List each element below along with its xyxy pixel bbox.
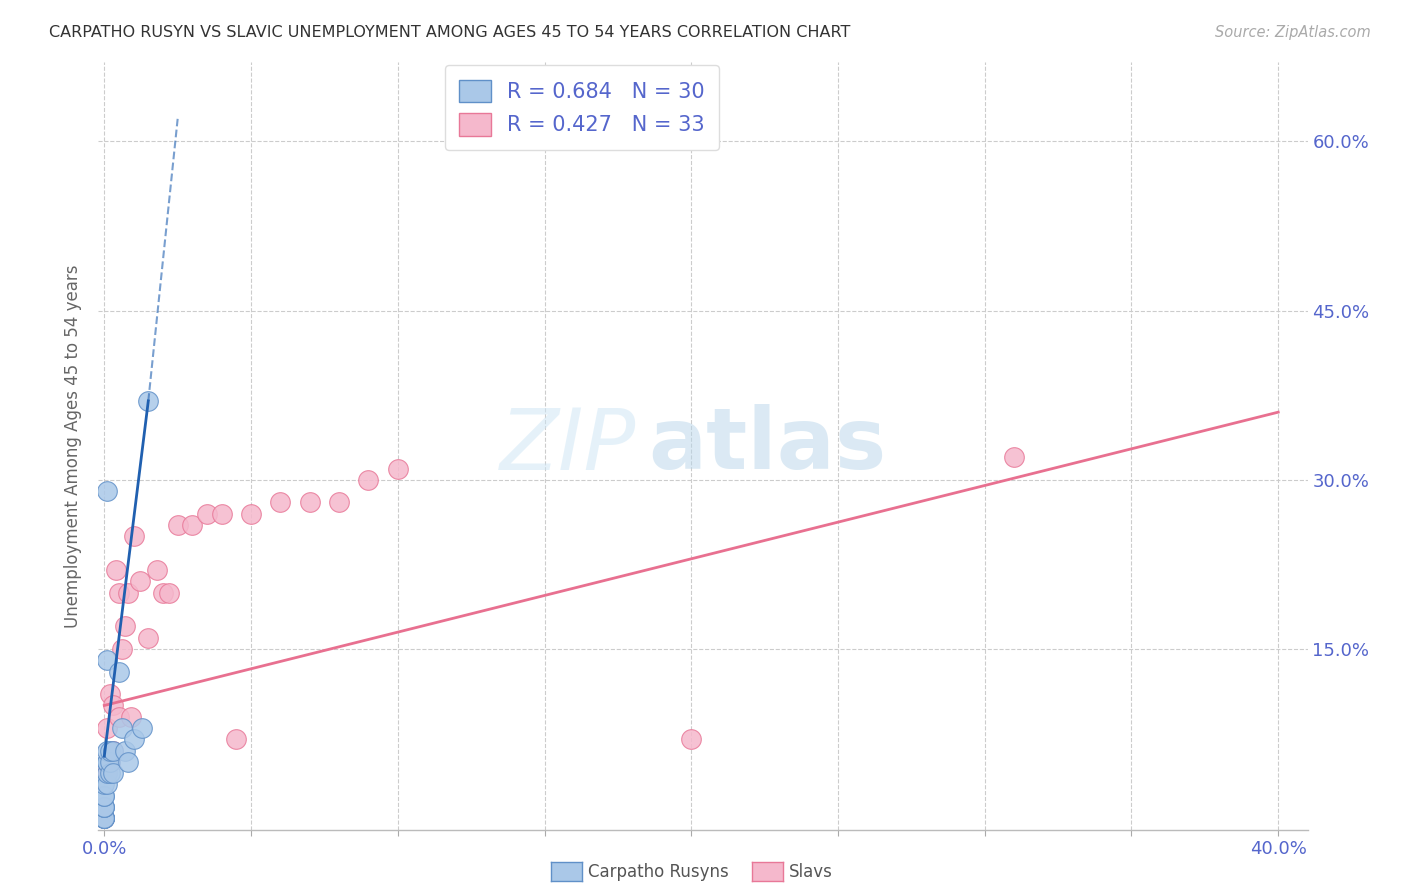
Point	[136, 393, 159, 408]
Point	[122, 732, 145, 747]
Point	[93, 811, 115, 825]
Point	[298, 495, 321, 509]
Point	[117, 755, 139, 769]
Point	[96, 721, 118, 735]
Point	[166, 518, 188, 533]
Text: ZIP: ZIP	[501, 404, 637, 488]
Point	[93, 789, 115, 803]
Point	[93, 811, 115, 825]
Point	[98, 743, 121, 757]
Text: Source: ZipAtlas.com: Source: ZipAtlas.com	[1215, 25, 1371, 40]
Point	[96, 755, 118, 769]
Point	[96, 755, 118, 769]
Point	[96, 653, 118, 667]
Point	[387, 461, 409, 475]
Legend: R = 0.684   N = 30, R = 0.427   N = 33: R = 0.684 N = 30, R = 0.427 N = 33	[444, 65, 720, 150]
Point	[93, 811, 115, 825]
Point	[93, 800, 115, 814]
Point	[96, 484, 118, 499]
Point	[114, 743, 136, 757]
Point	[131, 721, 153, 735]
Point	[96, 743, 118, 757]
Point	[101, 698, 124, 713]
Point	[96, 777, 118, 791]
Point	[98, 755, 121, 769]
Point	[122, 529, 145, 543]
Point	[101, 743, 124, 757]
Point	[108, 710, 131, 724]
Point	[357, 473, 380, 487]
Text: Slavs: Slavs	[789, 863, 832, 881]
Point	[1002, 450, 1025, 465]
Point	[98, 766, 121, 780]
Point	[93, 811, 115, 825]
Point	[96, 766, 118, 780]
Point	[108, 585, 131, 599]
Point	[152, 585, 174, 599]
Point	[111, 642, 134, 657]
Point	[117, 585, 139, 599]
Point	[328, 495, 350, 509]
Point	[195, 507, 218, 521]
Point	[98, 687, 121, 701]
Point	[269, 495, 291, 509]
Point	[96, 766, 118, 780]
Point	[146, 563, 169, 577]
Point	[93, 811, 115, 825]
Point	[93, 800, 115, 814]
Point	[93, 777, 115, 791]
Point	[181, 518, 204, 533]
Point	[128, 574, 150, 589]
Point	[681, 732, 703, 747]
Point	[136, 631, 159, 645]
Point	[101, 766, 124, 780]
Point	[211, 507, 233, 521]
Point	[93, 789, 115, 803]
Point	[114, 619, 136, 633]
Text: atlas: atlas	[648, 404, 887, 488]
Point	[111, 721, 134, 735]
Point	[101, 743, 124, 757]
Text: CARPATHO RUSYN VS SLAVIC UNEMPLOYMENT AMONG AGES 45 TO 54 YEARS CORRELATION CHAR: CARPATHO RUSYN VS SLAVIC UNEMPLOYMENT AM…	[49, 25, 851, 40]
Point	[98, 755, 121, 769]
Point	[240, 507, 263, 521]
Point	[225, 732, 247, 747]
Point	[120, 710, 142, 724]
Point	[105, 563, 128, 577]
Point	[108, 665, 131, 679]
Point	[93, 811, 115, 825]
Point	[157, 585, 180, 599]
Point	[93, 800, 115, 814]
Y-axis label: Unemployment Among Ages 45 to 54 years: Unemployment Among Ages 45 to 54 years	[65, 264, 83, 628]
Text: Carpatho Rusyns: Carpatho Rusyns	[588, 863, 728, 881]
